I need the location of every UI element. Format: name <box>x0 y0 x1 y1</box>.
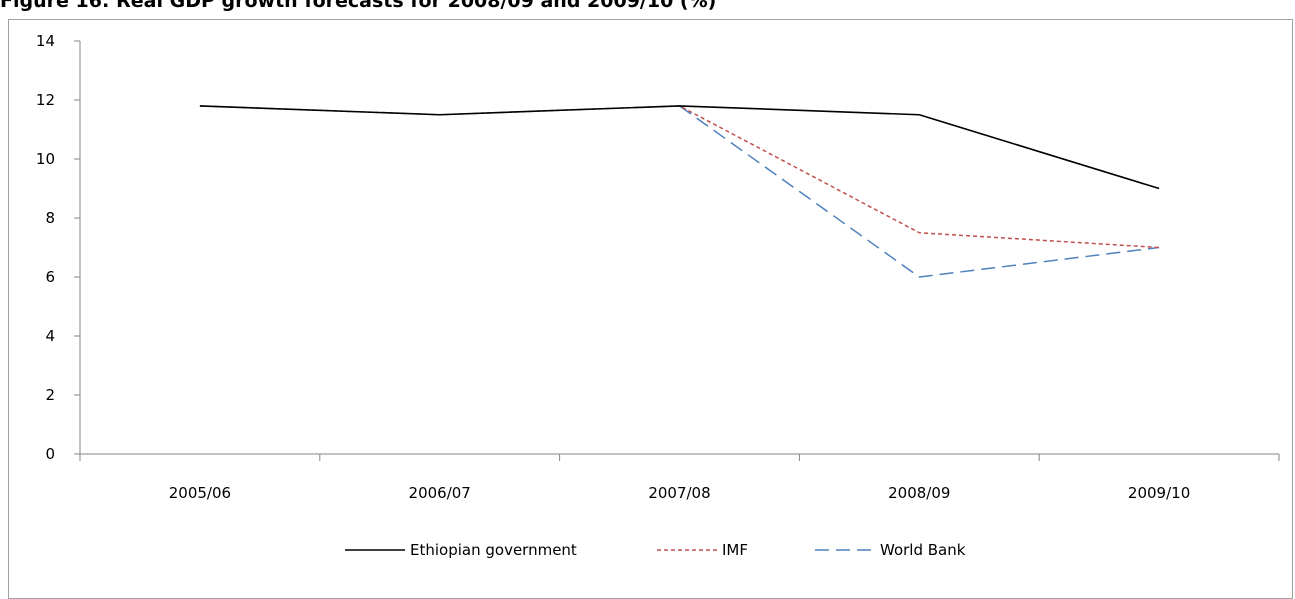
y-tick-label: 14 <box>36 32 55 50</box>
y-axis: 0 2 4 6 8 10 12 14 <box>36 32 81 463</box>
y-tick-label: 8 <box>45 209 55 227</box>
legend-label: Ethiopian government <box>410 541 577 559</box>
legend-label: IMF <box>722 541 748 559</box>
series-line-0 <box>199 105 1160 190</box>
x-axis: 2005/06 2006/07 2007/08 2008/09 2009/10 <box>79 453 1280 502</box>
y-tick-label: 10 <box>36 150 55 168</box>
legend: Ethiopian government IMF World Bank <box>345 541 966 559</box>
x-tick-label: 2007/08 <box>648 484 710 502</box>
chart-frame <box>8 19 1293 599</box>
x-tick-label: 2008/09 <box>888 484 950 502</box>
series-layer <box>199 105 1160 278</box>
y-tick-label: 12 <box>36 91 55 109</box>
chart-title: Figure 16: Real GDP growth forecasts for… <box>0 0 717 12</box>
x-tick-label: 2006/07 <box>409 484 471 502</box>
series-line-2 <box>679 105 1160 278</box>
y-tick-label: 4 <box>45 327 55 345</box>
series-line-1 <box>199 105 1160 249</box>
y-tick-label: 0 <box>45 445 55 463</box>
line-chart: 0 2 4 6 8 10 12 14 2005/06 2006/07 2007/08 2008/09… <box>36 32 1280 559</box>
y-tick-label: 6 <box>45 268 55 286</box>
x-tick-label: 2009/10 <box>1128 484 1190 502</box>
x-tick-label: 2005/06 <box>169 484 231 502</box>
legend-label: World Bank <box>880 541 966 559</box>
y-tick-label: 2 <box>45 386 55 404</box>
